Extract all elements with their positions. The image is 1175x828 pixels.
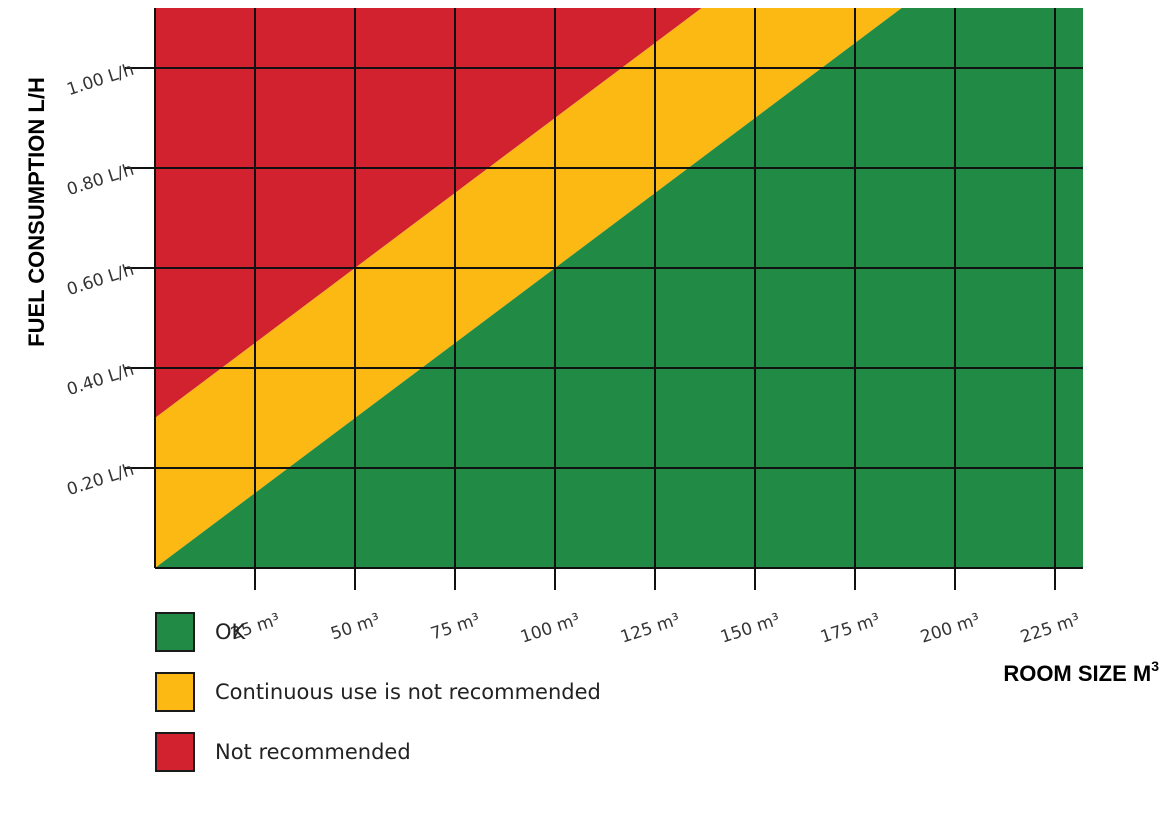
x-tick-label: 150 m³ bbox=[718, 610, 782, 648]
x-tick-label: 200 m³ bbox=[918, 610, 982, 648]
legend-item-ok: OK bbox=[155, 610, 601, 654]
y-tick-label: 0.80 L/h bbox=[65, 160, 137, 200]
y-tick-label: 0.60 L/h bbox=[65, 260, 137, 300]
x-tick-label: 175 m³ bbox=[818, 610, 882, 648]
legend-label-continuous-use: Continuous use is not recommended bbox=[215, 680, 601, 704]
legend-item-continuous-use: Continuous use is not recommended bbox=[155, 670, 601, 714]
y-tick-label: 0.20 L/h bbox=[65, 460, 137, 500]
plot-area bbox=[155, 8, 1083, 568]
legend-swatch-green bbox=[155, 612, 195, 652]
legend-swatch-yellow bbox=[155, 672, 195, 712]
y-tick-label: 1.00 L/h bbox=[65, 60, 137, 100]
legend-label-ok: OK bbox=[215, 620, 246, 644]
y-tick-label: 0.40 L/h bbox=[65, 360, 137, 400]
x-axis-title-text: ROOM SIZE M bbox=[1003, 661, 1151, 686]
zone-ok bbox=[155, 8, 1083, 568]
grid bbox=[125, 8, 1083, 590]
x-tick-label: 225 m³ bbox=[1018, 610, 1082, 648]
legend-item-not-recommended: Not recommended bbox=[155, 730, 601, 774]
x-axis-title-superscript: 3 bbox=[1151, 658, 1159, 674]
y-axis-title: FUEL CONSUMPTION L/H bbox=[24, 77, 49, 347]
y-axis-ticks: 0.20 L/h 0.40 L/h 0.60 L/h 0.80 L/h 1.00 L/h bbox=[65, 60, 137, 500]
legend-swatch-red bbox=[155, 732, 195, 772]
x-tick-label: 125 m³ bbox=[618, 610, 682, 648]
x-axis-title: ROOM SIZE M3 bbox=[1003, 658, 1159, 686]
legend-label-not-recommended: Not recommended bbox=[215, 740, 411, 764]
legend: OK Continuous use is not recommended Not… bbox=[155, 610, 601, 790]
